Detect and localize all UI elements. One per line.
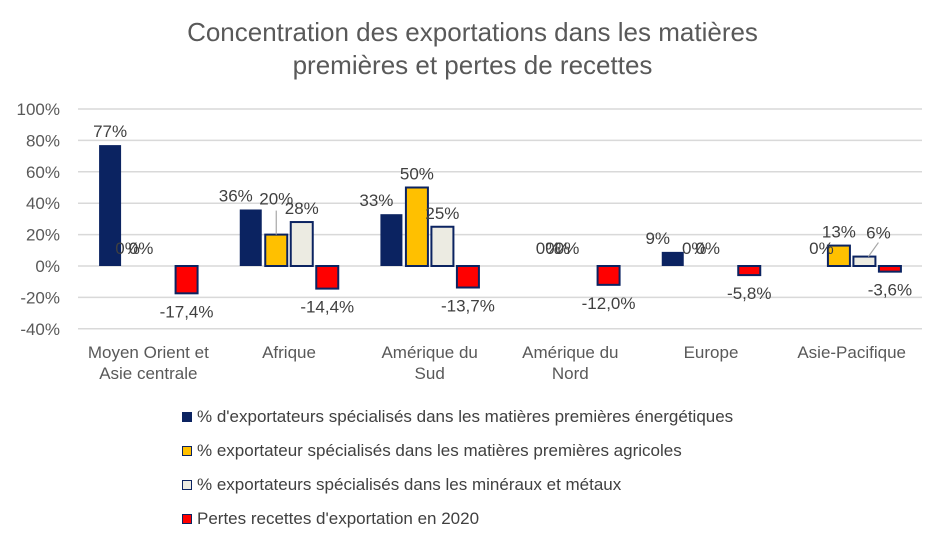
data-label: 33%: [359, 191, 393, 210]
data-label: 0%: [695, 239, 720, 258]
gridlines: [78, 108, 922, 330]
data-label: 6%: [866, 224, 891, 243]
y-tick-label: -40%: [20, 320, 60, 339]
data-label: -5,8%: [727, 284, 771, 303]
data-label: 36%: [219, 186, 253, 205]
data-labels: 77%0%0%-17,4%36% 20%28%-14,4%33%50%25%-13…: [93, 122, 912, 321]
bar: [404, 186, 429, 267]
bar: [239, 209, 262, 266]
x-tick-label: Asie centrale: [99, 364, 197, 383]
chart-title: Concentration des exportations dans les …: [0, 16, 945, 82]
legend-label-agricultural: % exportateur spécialisés dans les matiè…: [197, 441, 682, 460]
bar: [852, 255, 877, 267]
legend-item-energy: % d'exportateurs spécialisés dans les ma…: [182, 400, 733, 434]
legend-item-agricultural: % exportateur spécialisés dans les matiè…: [182, 434, 733, 468]
legend-item-minerals: % exportateurs spécialisés dans les miné…: [182, 468, 733, 502]
bar: [315, 265, 340, 290]
data-label: 77%: [93, 122, 127, 141]
data-label: -14,4%: [300, 298, 354, 317]
bar: [99, 145, 122, 266]
data-label: 0%: [545, 239, 570, 258]
data-label: -17,4%: [160, 302, 214, 321]
y-tick-label: 40%: [26, 194, 60, 213]
y-tick-label: 0%: [35, 257, 60, 276]
bar: [596, 265, 621, 286]
x-tick-label: Afrique: [262, 343, 316, 362]
data-label: 0%: [809, 239, 834, 258]
data-label: 9%: [645, 229, 670, 248]
legend-swatch-losses: [182, 514, 192, 524]
data-label: 25%: [425, 204, 459, 223]
data-label: 20%: [259, 190, 293, 209]
chart-title-line-1: Concentration des exportations dans les …: [187, 17, 758, 47]
data-label: -3,6%: [868, 281, 912, 300]
y-tick-label: 80%: [26, 131, 60, 150]
leader-line: [867, 242, 879, 257]
legend-item-losses: Pertes recettes d'exportation en 2020: [182, 502, 733, 536]
legend-label-energy: % d'exportateurs spécialisés dans les ma…: [197, 407, 734, 426]
bar: [380, 214, 403, 266]
x-tick-label: Moyen Orient et: [88, 343, 209, 362]
y-tick-label: -20%: [20, 288, 60, 307]
legend-label-losses: Pertes recettes d'exportation en 2020: [197, 509, 480, 528]
data-label: 13%: [822, 223, 856, 242]
x-tick-label: Amérique du: [381, 343, 477, 362]
data-label: 50%: [400, 165, 434, 184]
legend-swatch-minerals: [182, 480, 192, 490]
x-tick-label: Europe: [684, 343, 739, 362]
bar: [430, 225, 455, 267]
bar: [661, 251, 684, 266]
chart-title-line-2: premières et pertes de recettes: [292, 50, 653, 80]
data-label: 0%: [682, 239, 707, 258]
bar: [455, 265, 480, 289]
data-label: -12,0%: [582, 294, 636, 313]
bar: [174, 265, 199, 295]
bar: [737, 265, 762, 277]
data-label: 0%: [536, 239, 561, 258]
y-axis: 100% 80% 60% 40% 20% 0% -20% -40%: [17, 100, 60, 339]
legend: % d'exportateurs spécialisés dans les ma…: [182, 400, 733, 536]
y-tick-label: 60%: [26, 163, 60, 182]
data-label: 0%: [115, 239, 140, 258]
bar: [826, 244, 851, 267]
legend-swatch-agricultural: [182, 446, 192, 456]
bar: [877, 265, 902, 273]
data-label: 0%: [555, 239, 580, 258]
bar: [289, 221, 314, 267]
y-tick-label: 100%: [17, 100, 60, 119]
legend-label-minerals: % exportateurs spécialisés dans les miné…: [197, 475, 622, 494]
x-tick-label: Amérique du: [522, 343, 618, 362]
bar: [264, 233, 289, 268]
data-label: 28%: [285, 199, 319, 218]
x-tick-label: Sud: [415, 364, 445, 383]
legend-swatch-energy: [182, 412, 192, 422]
y-tick-label: 20%: [26, 226, 60, 245]
data-label: -13,7%: [441, 297, 495, 316]
x-axis: Moyen Orient et Asie centrale Afrique Améri…: [88, 343, 906, 383]
data-label: 0%: [129, 239, 154, 258]
bars: [99, 145, 902, 295]
x-tick-label: Nord: [552, 364, 589, 383]
x-tick-label: Asie-Pacifique: [797, 343, 906, 362]
